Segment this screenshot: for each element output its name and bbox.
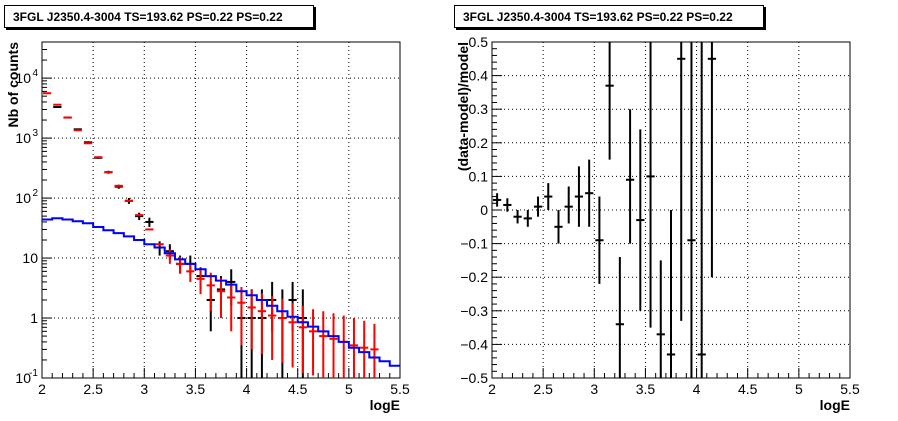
left-y-tick-exponent: 4 (32, 68, 38, 79)
model-point (308, 309, 318, 376)
residual-point (625, 109, 635, 244)
residual-point (523, 210, 532, 227)
left-y-tick-exponent: -1 (29, 368, 38, 379)
residual-point (605, 42, 614, 160)
residual-point (513, 210, 522, 224)
residual-point (595, 196, 604, 284)
left-y-axis-label: Nb of counts (5, 42, 21, 128)
residual-point (677, 42, 686, 321)
model-point (196, 269, 205, 295)
right-y-tick-label: 0.1 (469, 168, 489, 184)
left-x-tick-label: 3 (140, 381, 148, 397)
right-x-tick-label: 5.5 (840, 381, 860, 397)
right-y-tick-label: −0.5 (460, 370, 488, 386)
residual-point (707, 42, 717, 278)
right-y-tick-label: −0.1 (460, 236, 488, 252)
model-point (186, 263, 195, 282)
residual-point (636, 129, 645, 311)
model-point (165, 249, 174, 264)
right-plot-title: 3FGL J2350.4-3004 TS=193.62 PS=0.22 PS=0… (454, 5, 764, 28)
residual-point (503, 198, 512, 212)
left-x-tick-label: 5 (345, 381, 353, 397)
left-x-tick-label: 4.5 (288, 381, 308, 397)
left-x-axis-label: logE (370, 397, 400, 413)
left-y-tick-label: 10 (15, 370, 31, 386)
left-y-tick-label: 10 (15, 70, 31, 86)
model-point (319, 311, 328, 378)
residual-point (554, 210, 563, 244)
model-point (247, 290, 256, 350)
right-y-tick-label: 0.3 (469, 101, 489, 117)
model-point (329, 313, 338, 378)
residual-point (697, 42, 706, 378)
model-point (298, 305, 307, 374)
model-point (227, 283, 236, 332)
residual-point (646, 42, 655, 328)
residual-point (544, 183, 553, 210)
residual-point (564, 186, 573, 224)
left-x-tick-label: 4 (243, 381, 251, 397)
model-point (257, 293, 267, 355)
left-x-tick-label: 2 (38, 381, 46, 397)
residual-point (585, 159, 594, 227)
residual-point (615, 257, 624, 378)
residual-point (533, 196, 543, 217)
right-x-tick-label: 3.5 (636, 381, 656, 397)
right-x-tick-label: 2.5 (533, 381, 553, 397)
right-y-tick-label: 0.5 (469, 34, 489, 50)
residual-point (493, 193, 502, 207)
right-x-axis-label: logE (820, 397, 850, 413)
right-x-tick-label: 4.5 (738, 381, 758, 397)
residual-point (666, 210, 676, 378)
right-y-tick-label: −0.3 (460, 303, 488, 319)
left-x-tick-label: 5.5 (390, 381, 410, 397)
right-y-tick-label: 0.4 (469, 68, 489, 84)
right-y-tick-label: 0.2 (469, 135, 489, 151)
left-x-tick-label: 3.5 (186, 381, 206, 397)
left-plot-frame (41, 41, 401, 379)
data-point (135, 212, 144, 221)
left-y-tick-exponent: 3 (32, 128, 38, 139)
left-y-tick-exponent: 2 (32, 188, 38, 199)
right-y-tick-label: −0.4 (460, 336, 488, 352)
left-y-tick-label: 10 (22, 250, 38, 266)
right-y-axis-label: (data-model)/model (455, 42, 471, 171)
model-point (360, 320, 369, 378)
model-point (370, 323, 379, 378)
left-y-tick-label: 10 (15, 190, 31, 206)
model-point (216, 278, 226, 319)
left-plot-title: 3FGL J2350.4-3004 TS=193.62 PS=0.22 PS=0… (4, 5, 314, 28)
right-x-tick-label: 2 (488, 381, 496, 397)
data-point (53, 105, 62, 108)
model-point (268, 296, 277, 360)
residual-point (574, 166, 584, 227)
right-y-tick-label: 0 (480, 202, 488, 218)
left-x-tick-label: 2.5 (83, 381, 103, 397)
model-point (288, 302, 297, 368)
model-point (206, 272, 215, 312)
residual-point (656, 260, 665, 378)
right-x-tick-label: 3 (590, 381, 598, 397)
background-model-line (42, 217, 400, 367)
right-y-tick-label: −0.2 (460, 269, 488, 285)
residual-point (687, 42, 696, 378)
model-point (278, 298, 287, 363)
right-x-tick-label: 4 (693, 381, 701, 397)
model-point (237, 286, 246, 346)
left-y-tick-label: 1 (30, 310, 38, 326)
data-point (145, 217, 154, 227)
right-x-tick-label: 5 (795, 381, 803, 397)
left-y-tick-label: 10 (15, 130, 31, 146)
